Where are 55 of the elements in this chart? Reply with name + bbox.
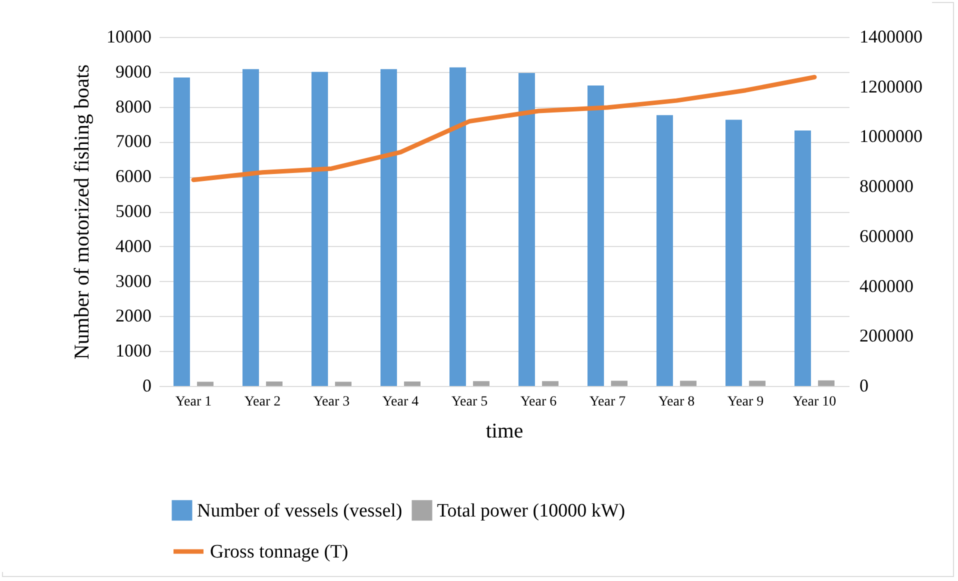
y-axis-title: Number of motorized fishing boats (70, 64, 94, 360)
bar (611, 380, 628, 386)
y2-tick-label: 1000000 (860, 126, 922, 146)
x-tick-label: Year 7 (589, 394, 626, 410)
bar (380, 69, 397, 386)
x-tick-label: Year 4 (382, 394, 419, 410)
x-tick-label: Year 9 (727, 394, 764, 410)
y-tick-label: 7000 (116, 131, 152, 152)
bar (311, 72, 328, 386)
y-tick-label: 10000 (106, 26, 152, 46)
y-tick-label: 8000 (116, 96, 152, 116)
y-tick-label: 6000 (116, 166, 152, 186)
y-tick-label: 1000 (116, 340, 152, 361)
x-axis-title: time (486, 418, 524, 442)
x-tick-label: Year 5 (451, 394, 488, 410)
bar (473, 381, 490, 386)
bar (794, 130, 811, 386)
legend-label: Total power (10000 kW) (437, 500, 626, 522)
bar (266, 381, 283, 386)
y2-tick-label: 1200000 (860, 76, 922, 96)
x-tick-label: Year 8 (658, 394, 695, 410)
y-tick-label: 5000 (116, 201, 152, 221)
bar (197, 382, 214, 386)
y-tick-label: 9000 (116, 61, 152, 82)
y2-tick-label: 0 (860, 376, 868, 396)
bar (680, 380, 697, 386)
y2-tick-label: 800000 (860, 176, 914, 196)
bar (404, 381, 421, 386)
bar (818, 380, 835, 386)
bar (542, 381, 559, 386)
legend-label: Number of vessels (vessel) (197, 500, 402, 522)
y-tick-label: 4000 (116, 236, 152, 256)
bar (518, 72, 535, 386)
bar (749, 380, 766, 386)
y-tick-label: 2000 (116, 306, 152, 326)
x-tick-label: Year 6 (520, 394, 557, 410)
bar (587, 86, 604, 386)
legend-label: Gross tonnage (T) (210, 542, 348, 562)
x-tick-label: Year 10 (792, 394, 836, 410)
bar (173, 77, 190, 386)
x-tick-label: Year 1 (175, 394, 212, 410)
y-tick-label: 3000 (116, 270, 152, 291)
x-tick-label: Year 3 (313, 394, 350, 410)
bar (725, 120, 742, 386)
y2-tick-label: 200000 (860, 326, 914, 346)
y2-tick-label: 1400000 (860, 26, 922, 46)
bar (335, 382, 352, 386)
y2-tick-label: 600000 (860, 226, 914, 246)
x-tick-label: Year 2 (244, 394, 281, 410)
y-tick-label: 0 (142, 376, 152, 396)
bar (656, 115, 673, 386)
bar (242, 69, 259, 386)
y2-tick-label: 400000 (860, 276, 914, 296)
line-series (191, 74, 817, 182)
bar (449, 67, 466, 386)
